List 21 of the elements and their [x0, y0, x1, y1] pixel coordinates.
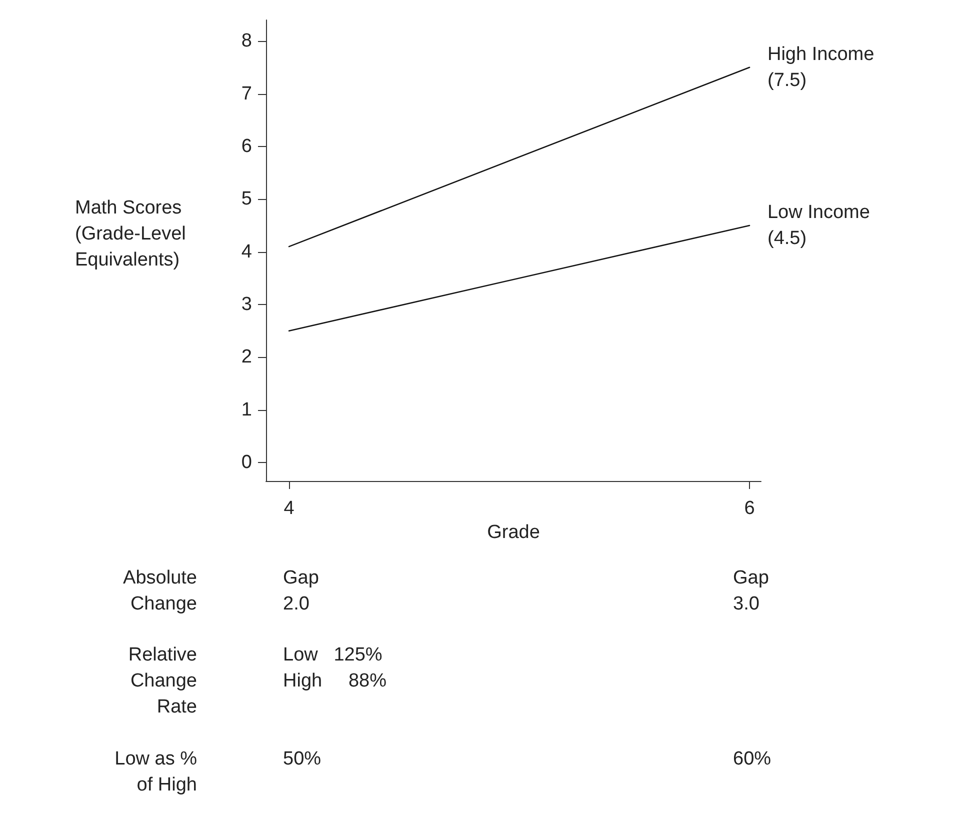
text: Absolute Change: [123, 568, 197, 614]
text: 60%: [733, 748, 772, 770]
text: Gap 2.0: [283, 568, 319, 614]
y-tick-label: 1: [241, 399, 252, 420]
text: Low 125% High 88%: [283, 644, 387, 692]
y-tick-label: 7: [241, 83, 252, 104]
text: Relative Change Rate: [128, 644, 197, 718]
text: Low as % of High: [114, 748, 198, 796]
y-tick-label: 6: [241, 136, 252, 157]
text: 50%: [283, 748, 322, 770]
text: Gap 3.0: [733, 568, 769, 614]
y-tick-label: 8: [241, 30, 252, 52]
y-tick-label: 2: [241, 346, 252, 368]
y-tick-label: 0: [241, 452, 252, 474]
y-axis-title: Math Scores (Grade-Level Equivalents): [75, 198, 192, 270]
series-label: High Income (7.5): [767, 44, 880, 91]
series-label: Low Income (4.5): [767, 202, 876, 249]
x-axis-title: Grade: [487, 522, 540, 543]
y-tick-label: 3: [241, 294, 252, 316]
y-tick-label: 4: [241, 241, 252, 262]
y-tick-label: 5: [241, 188, 252, 210]
